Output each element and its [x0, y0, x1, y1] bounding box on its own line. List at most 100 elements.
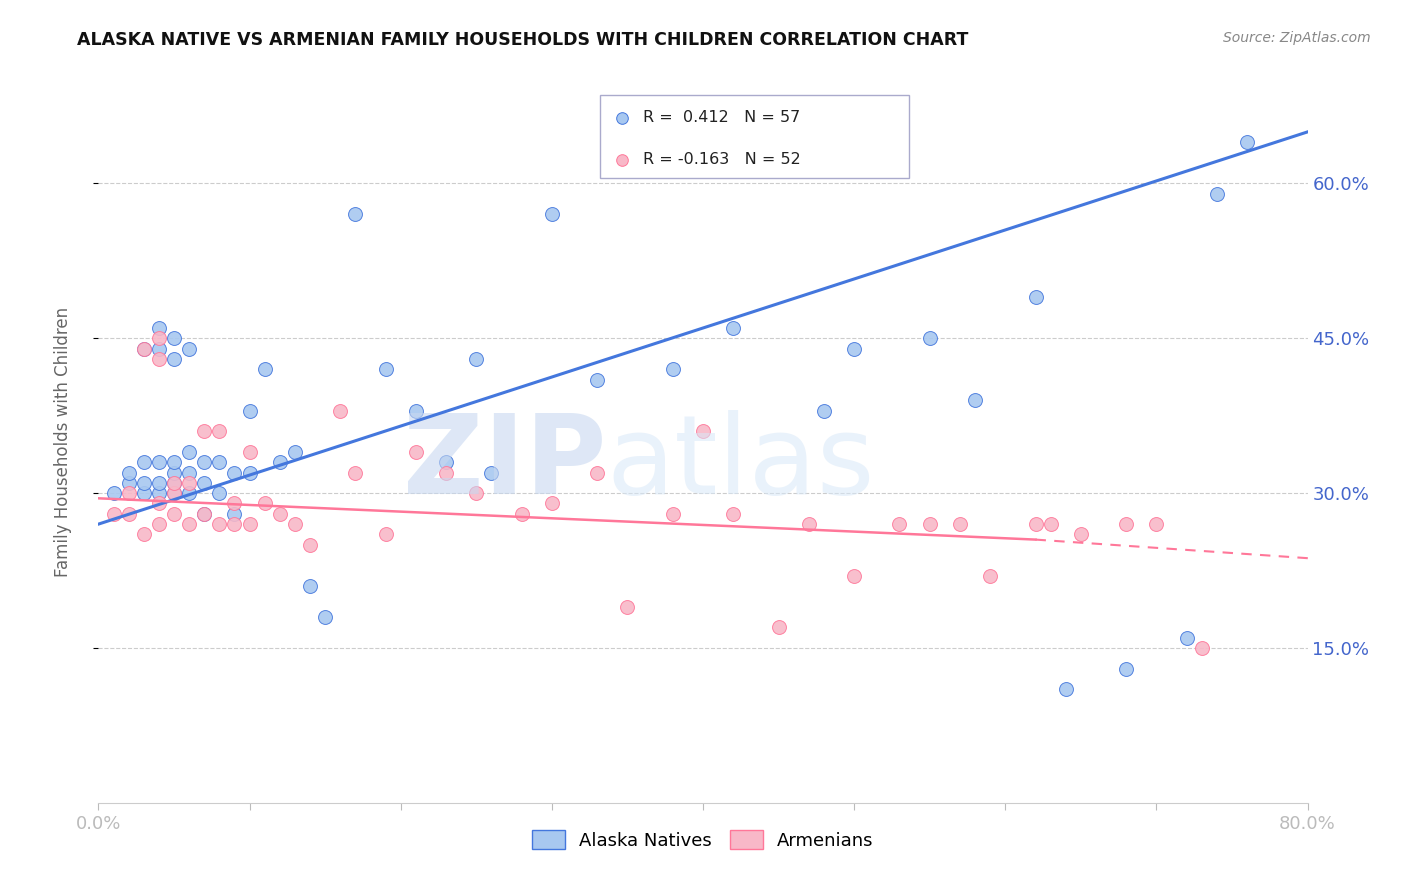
Point — [163, 331, 186, 345]
Point — [344, 207, 367, 221]
Point — [889, 517, 911, 532]
Point — [103, 486, 125, 500]
Point — [163, 486, 186, 500]
Point — [208, 424, 231, 438]
Point — [1115, 662, 1137, 676]
Point — [284, 517, 307, 532]
Point — [118, 475, 141, 490]
Point — [374, 362, 396, 376]
Point — [163, 475, 186, 490]
Point — [481, 466, 503, 480]
Point — [118, 466, 141, 480]
Text: ALASKA NATIVE VS ARMENIAN FAMILY HOUSEHOLDS WITH CHILDREN CORRELATION CHART: ALASKA NATIVE VS ARMENIAN FAMILY HOUSEHO… — [77, 31, 969, 49]
Text: Source: ZipAtlas.com: Source: ZipAtlas.com — [1223, 31, 1371, 45]
Point — [540, 496, 562, 510]
Point — [148, 342, 170, 356]
Point — [132, 486, 155, 500]
Point — [179, 475, 201, 490]
Point — [208, 517, 231, 532]
Legend: Alaska Natives, Armenians: Alaska Natives, Armenians — [523, 822, 883, 859]
Point — [269, 507, 291, 521]
Point — [193, 455, 215, 469]
Point — [797, 517, 820, 532]
Point — [284, 445, 307, 459]
Point — [918, 331, 941, 345]
Point — [118, 507, 141, 521]
Text: atlas: atlas — [606, 409, 875, 516]
Point — [179, 466, 201, 480]
Point — [163, 455, 186, 469]
Point — [1144, 517, 1167, 532]
Point — [239, 403, 262, 417]
Point — [148, 496, 170, 510]
Point — [132, 475, 155, 490]
Point — [253, 496, 276, 510]
Point — [163, 486, 186, 500]
Point — [163, 507, 186, 521]
Point — [148, 486, 170, 500]
Y-axis label: Family Households with Children: Family Households with Children — [53, 307, 72, 576]
Point — [344, 466, 367, 480]
Point — [208, 455, 231, 469]
Point — [1115, 517, 1137, 532]
Point — [299, 538, 322, 552]
Point — [179, 342, 201, 356]
Point — [434, 455, 457, 469]
Point — [465, 351, 488, 366]
Point — [1039, 517, 1062, 532]
Point — [329, 403, 352, 417]
Point — [405, 445, 427, 459]
Point — [132, 527, 155, 541]
Point — [148, 351, 170, 366]
Point — [1236, 135, 1258, 149]
Point — [661, 362, 683, 376]
Point — [844, 568, 866, 582]
Point — [616, 135, 638, 149]
Point — [163, 475, 186, 490]
Text: R = -0.163   N = 52: R = -0.163 N = 52 — [643, 152, 800, 167]
Point — [193, 507, 215, 521]
Point — [118, 486, 141, 500]
Point — [163, 351, 186, 366]
Point — [918, 517, 941, 532]
Point — [1191, 640, 1213, 655]
Point — [208, 486, 231, 500]
Point — [239, 466, 262, 480]
Point — [314, 610, 336, 624]
Point — [148, 331, 170, 345]
Point — [540, 207, 562, 221]
Point — [465, 486, 488, 500]
Point — [299, 579, 322, 593]
Point — [179, 486, 201, 500]
Point — [1206, 186, 1229, 201]
Point — [103, 507, 125, 521]
Point — [844, 342, 866, 356]
Point — [510, 507, 533, 521]
Point — [374, 527, 396, 541]
Point — [239, 445, 262, 459]
Point — [193, 475, 215, 490]
Point — [193, 507, 215, 521]
Point — [1024, 290, 1046, 304]
Point — [132, 342, 155, 356]
Point — [1054, 682, 1077, 697]
Point — [224, 496, 246, 510]
Point — [405, 403, 427, 417]
Point — [813, 403, 835, 417]
Point — [1175, 631, 1198, 645]
Point — [1070, 527, 1092, 541]
FancyBboxPatch shape — [600, 95, 908, 178]
Point — [224, 507, 246, 521]
Point — [179, 445, 201, 459]
Point — [148, 321, 170, 335]
Point — [979, 568, 1001, 582]
Point — [434, 466, 457, 480]
Point — [224, 517, 246, 532]
Point — [965, 393, 987, 408]
Point — [132, 455, 155, 469]
Point — [586, 373, 609, 387]
Point — [723, 507, 745, 521]
Point — [616, 599, 638, 614]
Point — [586, 466, 609, 480]
Point — [949, 517, 972, 532]
